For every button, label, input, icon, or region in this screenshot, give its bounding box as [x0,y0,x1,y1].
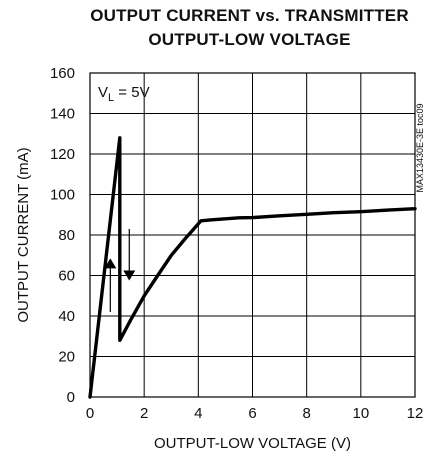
chart-title-line-2: OUTPUT-LOW VOLTAGE [148,30,351,49]
series-line [88,136,417,399]
x-axis-label: OUTPUT-LOW VOLTAGE (V) [154,435,351,452]
y-tick-label: 80 [58,227,75,244]
y-tick-label: 60 [58,268,75,285]
x-tick-label: 12 [407,405,424,422]
y-tick-label: 20 [58,349,75,366]
y-tick-label: 120 [50,146,75,163]
x-tick-label: 0 [86,405,94,422]
plot-frame [89,72,416,398]
x-tick-label: 6 [248,405,256,422]
chart-title-line-1: OUTPUT CURRENT vs. TRANSMITTER [90,6,409,25]
annotation-group: VL = 5V [98,84,150,104]
series-group [88,136,417,399]
y-tick-label: 100 [50,187,75,204]
y-axis-label: OUTPUT CURRENT (mA) [15,147,32,322]
annotation-vl: VL = 5V [98,84,150,104]
x-tick-label: 2 [140,405,148,422]
arrow-group [104,228,136,312]
x-tick-label: 10 [352,405,369,422]
y-tick-label: 160 [50,65,75,82]
x-tick-label: 4 [194,405,202,422]
y-tick-label: 0 [67,389,75,406]
y-tick-label: 40 [58,308,75,325]
grid [89,72,416,398]
x-tick-label: 8 [302,405,310,422]
side-note: MAX13430E-3E toc09 [415,103,425,192]
y-tick-label: 140 [50,106,75,123]
